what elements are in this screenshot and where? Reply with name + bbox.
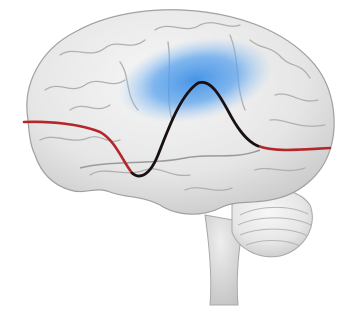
brain-illustration (0, 0, 342, 313)
page: {} (0, 0, 342, 313)
